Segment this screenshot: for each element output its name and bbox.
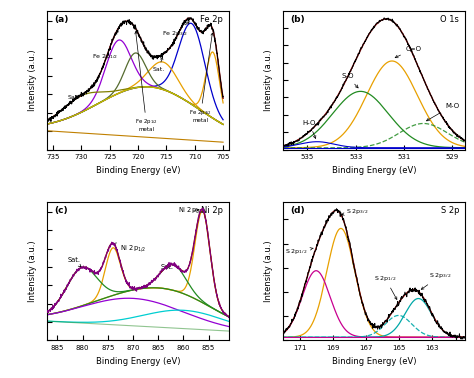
Text: Fe 2p: Fe 2p bbox=[201, 15, 223, 25]
Text: S 2p$_{1/2}$: S 2p$_{1/2}$ bbox=[285, 248, 313, 256]
Y-axis label: Intensity (a.u.): Intensity (a.u.) bbox=[28, 50, 37, 111]
Text: S 2p$_{3/2}$: S 2p$_{3/2}$ bbox=[342, 208, 369, 216]
Text: Ni 2p$_{1/2}$: Ni 2p$_{1/2}$ bbox=[114, 243, 146, 254]
Text: Fe 2p$_{1/2}$: Fe 2p$_{1/2}$ bbox=[92, 32, 118, 61]
Text: S 2p$_{3/2}$: S 2p$_{3/2}$ bbox=[421, 272, 451, 290]
Text: (a): (a) bbox=[55, 15, 69, 25]
Text: Sat.: Sat. bbox=[152, 57, 164, 73]
Text: (d): (d) bbox=[291, 206, 305, 215]
Y-axis label: Intensity (a.u.): Intensity (a.u.) bbox=[264, 50, 273, 111]
Text: C=O: C=O bbox=[395, 46, 422, 58]
Y-axis label: Intensity (a.u.): Intensity (a.u.) bbox=[264, 240, 273, 302]
Text: Sat.: Sat. bbox=[161, 264, 174, 270]
Text: Fe 2p$_{3/2}$: Fe 2p$_{3/2}$ bbox=[162, 22, 189, 38]
Text: (c): (c) bbox=[55, 206, 68, 215]
Text: Ni 2p: Ni 2p bbox=[201, 206, 223, 215]
X-axis label: Binding Energy (eV): Binding Energy (eV) bbox=[96, 166, 180, 175]
Text: Fe 2p$_{3/2}$
metal: Fe 2p$_{3/2}$ metal bbox=[189, 33, 213, 123]
X-axis label: Binding Energy (eV): Binding Energy (eV) bbox=[96, 356, 180, 366]
X-axis label: Binding Energy (eV): Binding Energy (eV) bbox=[332, 166, 416, 175]
Text: (b): (b) bbox=[291, 15, 305, 25]
Text: M-O: M-O bbox=[427, 103, 459, 121]
X-axis label: Binding Energy (eV): Binding Energy (eV) bbox=[332, 356, 416, 366]
Text: S-O: S-O bbox=[341, 73, 358, 88]
Text: O 1s: O 1s bbox=[440, 15, 459, 25]
Text: Sat.: Sat. bbox=[68, 257, 81, 267]
Text: S 2p: S 2p bbox=[440, 206, 459, 215]
Text: Sat.: Sat. bbox=[67, 95, 80, 100]
Text: H-O: H-O bbox=[302, 120, 316, 138]
Text: Ni 2p$_{3/2}$: Ni 2p$_{3/2}$ bbox=[178, 205, 204, 216]
Text: Fe 2p$_{1/2}$
metal: Fe 2p$_{1/2}$ metal bbox=[135, 32, 158, 132]
Y-axis label: Intensity (a.u.): Intensity (a.u.) bbox=[28, 240, 37, 302]
Text: S 2p$_{1/2}$: S 2p$_{1/2}$ bbox=[374, 274, 397, 299]
